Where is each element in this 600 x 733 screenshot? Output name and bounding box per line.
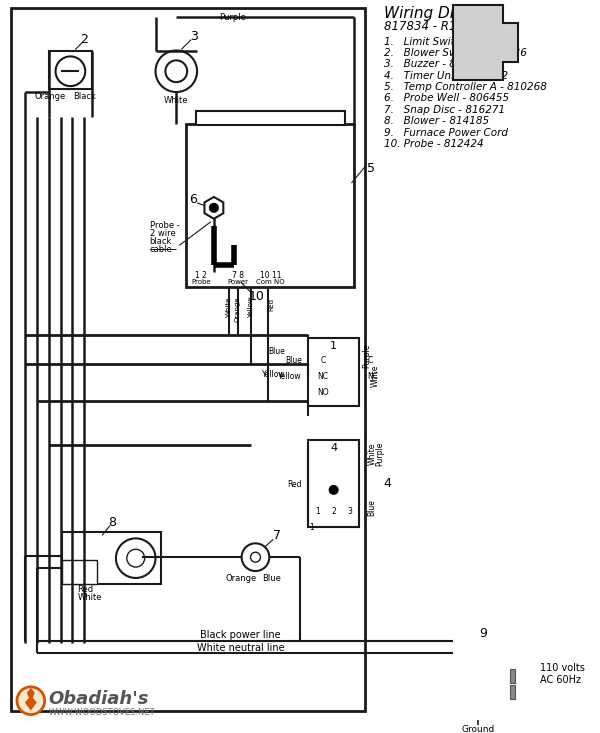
- Text: 8: 8: [108, 516, 116, 529]
- Text: White neutral line: White neutral line: [197, 644, 284, 653]
- Text: 4.   Timer Unit - 817482: 4. Timer Unit - 817482: [384, 70, 508, 81]
- Text: Ground: Ground: [461, 725, 495, 733]
- Text: White: White: [164, 97, 188, 106]
- Text: WWW.WOODSTOVES.NET: WWW.WOODSTOVES.NET: [49, 708, 155, 717]
- Text: Purple: Purple: [219, 13, 246, 22]
- Text: Yellow: Yellow: [262, 369, 285, 378]
- Text: Black power line: Black power line: [200, 630, 281, 641]
- Text: 6: 6: [189, 194, 197, 207]
- Bar: [510, 685, 515, 699]
- Text: 10 11: 10 11: [260, 270, 281, 279]
- Text: 10: 10: [248, 290, 265, 303]
- Bar: [308, 339, 359, 406]
- Text: 7.   Snap Disc - 816271: 7. Snap Disc - 816271: [384, 105, 505, 115]
- Text: C: C: [320, 356, 325, 365]
- Text: black: black: [149, 237, 172, 246]
- Text: 1: 1: [330, 342, 337, 351]
- Bar: [186, 124, 355, 287]
- Text: cable: cable: [149, 245, 172, 254]
- Polygon shape: [454, 5, 518, 80]
- Bar: [62, 560, 97, 584]
- Text: Red: Red: [77, 586, 94, 594]
- Text: NC: NC: [317, 372, 328, 380]
- Polygon shape: [205, 197, 223, 218]
- Circle shape: [155, 51, 197, 92]
- Text: Yellow: Yellow: [248, 296, 254, 317]
- Text: 9: 9: [479, 627, 487, 640]
- Text: Probe -: Probe -: [149, 221, 179, 230]
- Text: Blue: Blue: [285, 356, 302, 365]
- Text: White: White: [370, 365, 379, 387]
- Bar: [49, 51, 92, 89]
- Polygon shape: [25, 688, 37, 710]
- Text: White: White: [77, 593, 102, 603]
- Circle shape: [329, 486, 338, 494]
- Text: Power: Power: [227, 279, 248, 285]
- Text: 4: 4: [383, 477, 391, 490]
- Text: 5.   Temp Controller A - 810268: 5. Temp Controller A - 810268: [384, 82, 547, 92]
- Bar: [11, 8, 365, 710]
- Text: Black: Black: [73, 92, 95, 101]
- Circle shape: [116, 538, 155, 578]
- Text: Obadiah's: Obadiah's: [49, 690, 149, 707]
- Circle shape: [210, 204, 218, 212]
- Text: NC: NC: [367, 372, 378, 380]
- Text: Purple: Purple: [375, 442, 384, 466]
- Text: NO: NO: [317, 388, 329, 397]
- Circle shape: [242, 543, 269, 571]
- Text: 3: 3: [347, 507, 352, 516]
- Text: Com NO: Com NO: [256, 279, 284, 285]
- Text: 1: 1: [310, 523, 314, 532]
- Text: Purple: Purple: [362, 344, 371, 369]
- Circle shape: [251, 552, 260, 562]
- Text: 5: 5: [367, 162, 375, 174]
- Text: 10. Probe - 812424: 10. Probe - 812424: [384, 139, 484, 149]
- Text: White: White: [367, 443, 376, 465]
- Text: 9.   Furnace Power Cord: 9. Furnace Power Cord: [384, 128, 508, 138]
- Text: Red: Red: [287, 480, 302, 490]
- Circle shape: [127, 549, 145, 567]
- Text: 3: 3: [190, 30, 198, 43]
- Circle shape: [17, 687, 44, 715]
- Text: Yellow: Yellow: [278, 372, 302, 380]
- Bar: [196, 111, 344, 125]
- Text: 6.   Probe Well - 806455: 6. Probe Well - 806455: [384, 94, 509, 103]
- Text: Blue: Blue: [367, 499, 376, 516]
- Text: 3.   Buzzer - 817736: 3. Buzzer - 817736: [384, 59, 489, 70]
- Text: 8.   Blower - 814185: 8. Blower - 814185: [384, 117, 489, 126]
- Text: 1 2: 1 2: [195, 270, 207, 279]
- Text: 4: 4: [330, 443, 337, 453]
- Text: Blue: Blue: [262, 575, 281, 583]
- Text: Orange: Orange: [235, 296, 241, 322]
- Text: Probe: Probe: [191, 279, 211, 285]
- Text: 2.   Blower Switch - 800836: 2. Blower Switch - 800836: [384, 48, 527, 58]
- Text: Wiring Diagram: Wiring Diagram: [384, 7, 503, 21]
- Circle shape: [166, 60, 187, 82]
- Text: 1.   Limit Switch - 815822: 1. Limit Switch - 815822: [384, 37, 517, 47]
- Text: White: White: [226, 297, 232, 317]
- Text: 2 wire: 2 wire: [149, 229, 175, 238]
- Text: 2: 2: [331, 507, 336, 516]
- Text: C: C: [367, 356, 373, 365]
- Text: 1: 1: [316, 507, 320, 516]
- Text: 7 8: 7 8: [232, 270, 244, 279]
- Bar: [308, 441, 359, 528]
- Text: 7: 7: [273, 529, 281, 542]
- Bar: [62, 532, 161, 584]
- Text: 817834 - R1: 817834 - R1: [384, 21, 457, 33]
- Circle shape: [56, 56, 85, 86]
- Text: Orange: Orange: [35, 92, 66, 101]
- Text: 2: 2: [80, 33, 88, 46]
- Text: 110 volts
AC 60Hz: 110 volts AC 60Hz: [541, 663, 586, 685]
- Text: Red: Red: [268, 298, 274, 312]
- Bar: [510, 669, 515, 683]
- Text: Blue: Blue: [268, 347, 285, 356]
- Text: Orange: Orange: [226, 575, 257, 583]
